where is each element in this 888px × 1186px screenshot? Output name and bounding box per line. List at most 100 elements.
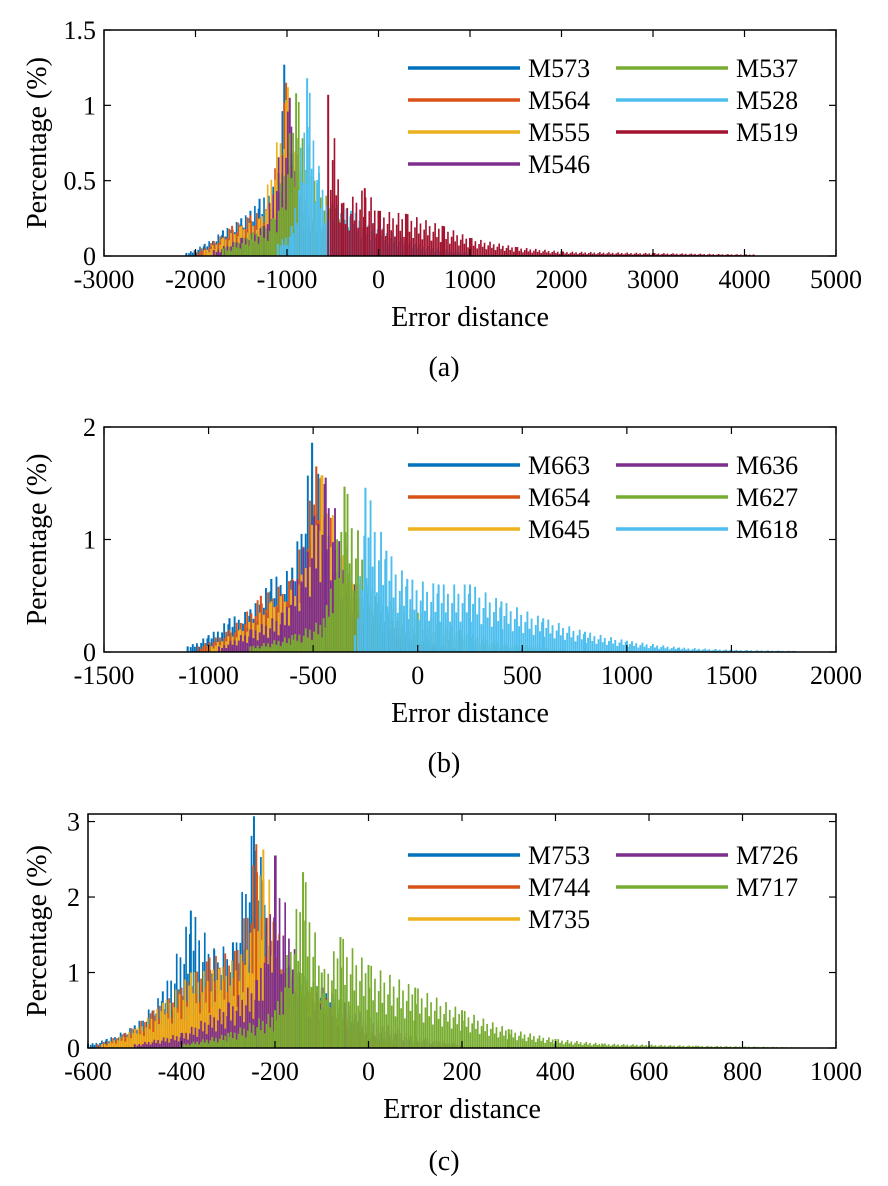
histogram-bar — [375, 233, 378, 256]
histogram-bar — [233, 950, 236, 1048]
histogram-bar — [465, 1026, 468, 1048]
histogram-bar — [703, 254, 705, 256]
histogram-bar — [497, 620, 500, 652]
histogram-bar — [111, 1043, 114, 1048]
histogram-bar — [421, 581, 424, 652]
histogram-bar — [147, 1023, 150, 1048]
histogram-bar — [122, 1036, 125, 1048]
histogram-bar — [107, 1043, 110, 1048]
histogram-bar — [604, 254, 607, 256]
histogram-bar — [388, 211, 391, 256]
histogram-bar — [646, 254, 649, 256]
histogram-bar — [487, 245, 490, 256]
histogram-bar — [490, 626, 493, 652]
histogram-bar — [686, 1046, 689, 1048]
histogram-bar — [300, 642, 303, 652]
histogram-bar — [193, 646, 196, 652]
histogram-bar — [174, 1023, 176, 1048]
histogram-bar — [570, 1041, 573, 1048]
histogram-bar — [317, 1014, 319, 1048]
peak-bar — [333, 573, 336, 652]
histogram-bar — [323, 223, 326, 256]
histogram-bar — [113, 1040, 115, 1048]
histogram-bar — [158, 1023, 160, 1048]
histogram-bar — [594, 1042, 597, 1048]
histogram-bar — [227, 644, 230, 652]
histogram-bar — [352, 590, 355, 652]
histogram-bar — [314, 932, 316, 1048]
histogram-bar — [388, 1042, 390, 1048]
histogram-bar — [248, 246, 251, 256]
histogram-bar — [358, 1037, 360, 1048]
histogram-bar — [194, 1027, 197, 1048]
histogram-bar — [310, 168, 313, 256]
peak-bar — [272, 218, 275, 256]
histogram-bar — [198, 1001, 200, 1048]
histogram-bar — [337, 1013, 340, 1048]
histogram-bar — [214, 645, 217, 652]
histogram-bar — [628, 1046, 631, 1048]
histogram-bar — [290, 604, 293, 652]
histogram-bar — [569, 252, 572, 256]
histogram-bar — [591, 640, 594, 652]
histogram-bar — [666, 253, 669, 256]
legend: M753 M744 M735 M726 M717 — [408, 841, 798, 934]
histogram-bar — [551, 625, 554, 652]
histogram-bar — [116, 1038, 118, 1048]
peak-bar — [291, 635, 294, 653]
histogram-bar — [217, 1020, 219, 1048]
histogram-bar — [238, 980, 241, 1048]
histogram-bar — [99, 1045, 101, 1048]
histogram-bar — [392, 218, 394, 256]
histogram-bar — [232, 995, 235, 1048]
histogram-bar — [391, 232, 393, 256]
y-tick-label: 2 — [67, 883, 80, 912]
histogram-bar — [179, 957, 182, 1048]
histogram-bar — [398, 590, 401, 652]
legend: M663 M654 M645 M636 M627 M618 — [408, 451, 798, 544]
histogram-bar — [127, 1040, 129, 1048]
histogram-bar — [205, 1039, 208, 1048]
histogram-bar — [378, 1040, 381, 1048]
histogram-bar — [595, 643, 598, 652]
histogram-bar — [452, 230, 455, 256]
histogram-bar — [613, 1043, 616, 1048]
histogram-bar — [347, 1001, 350, 1048]
histogram-bar — [610, 253, 612, 256]
histogram-bar — [566, 1040, 569, 1048]
histogram-bar — [271, 972, 273, 1048]
histogram-bar — [257, 243, 260, 256]
histogram-bar — [681, 648, 684, 652]
histogram-bar — [303, 1000, 306, 1048]
histogram-bar — [712, 649, 715, 652]
histogram-bar — [331, 613, 334, 652]
x-tick-label: 0 — [411, 661, 424, 690]
histogram-bar — [249, 932, 252, 1048]
histogram-bar — [448, 1009, 451, 1048]
peak-bar — [601, 1043, 604, 1048]
histogram-bar — [149, 1044, 152, 1048]
histogram-bar — [208, 252, 210, 256]
histogram-bar — [245, 1037, 247, 1048]
histogram-bar — [147, 1042, 150, 1048]
histogram-bar — [356, 1026, 359, 1048]
histogram-bar — [373, 532, 376, 652]
histogram-bar — [360, 1032, 362, 1048]
histogram-bar — [460, 1030, 462, 1048]
histogram-bar — [495, 598, 497, 652]
histogram-bar — [444, 612, 447, 652]
histogram-bar — [287, 245, 289, 256]
histogram-bar — [225, 647, 228, 652]
histogram-bar — [145, 1044, 148, 1048]
histogram-bar — [491, 1022, 494, 1048]
y-axis-label: Percentage (%) — [22, 57, 53, 229]
histogram-bar — [207, 1024, 210, 1048]
histogram-bar — [267, 1013, 270, 1048]
histogram-bar — [296, 222, 298, 256]
histogram-bar — [611, 252, 614, 256]
histogram-bar — [468, 253, 470, 256]
histogram-bar — [182, 999, 185, 1048]
legend-item: M537 — [616, 54, 798, 83]
histogram-bar — [339, 222, 341, 256]
histogram-bar — [447, 1021, 449, 1048]
